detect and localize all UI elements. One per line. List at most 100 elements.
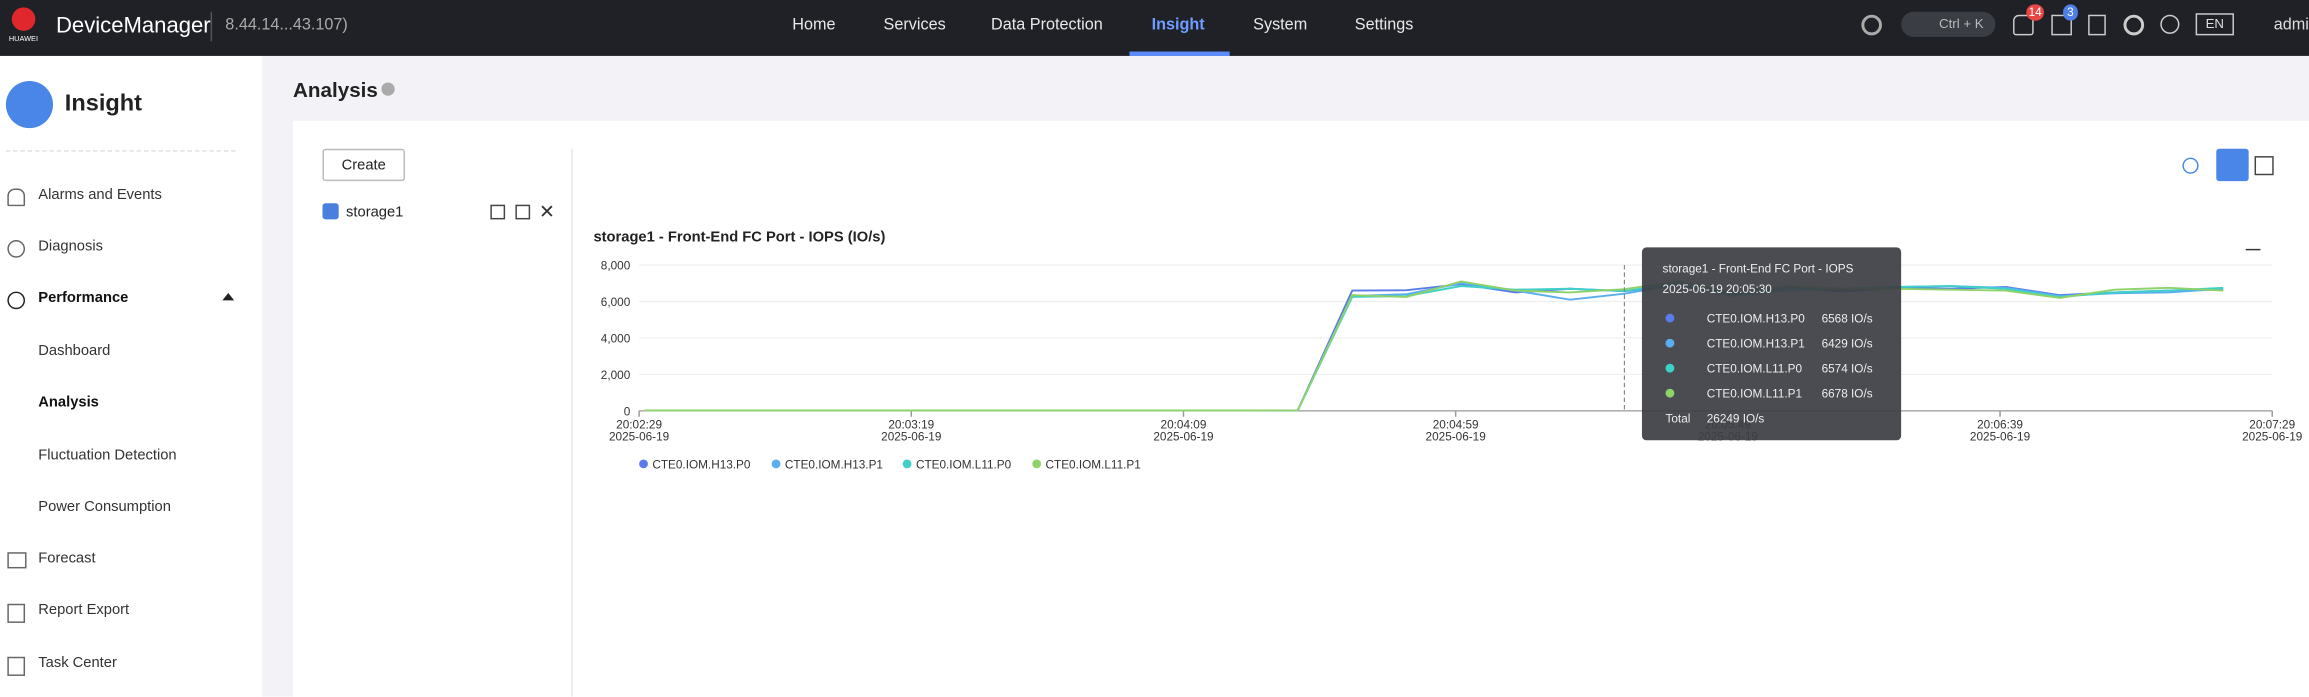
- menu-item[interactable]: Alarms and Events: [38, 187, 162, 204]
- series-line: [644, 282, 2224, 412]
- menu-item[interactable]: Performance: [38, 290, 129, 307]
- close-icon[interactable]: ✕: [538, 200, 556, 223]
- y-tick-label: 8,000: [601, 259, 631, 272]
- download-icon[interactable]: [2245, 237, 2261, 251]
- search[interactable]: Ctrl + K: [1901, 11, 1996, 37]
- legend-label: CTE0.IOM.L11.P1: [1046, 458, 1141, 471]
- nav-item[interactable]: System: [1253, 16, 1308, 34]
- divider: [210, 11, 213, 42]
- add-icon[interactable]: [2160, 14, 2180, 34]
- tooltip-name: CTE0.IOM.H13.P1: [1707, 338, 1805, 351]
- menu-item[interactable]: Task Center: [38, 655, 117, 672]
- tooltip: [1641, 247, 1902, 441]
- tooltip-value: 6678 IO/s: [1822, 388, 1873, 401]
- list-view[interactable]: [2216, 148, 2249, 182]
- sidebar-title: Insight: [64, 91, 143, 117]
- icon: [7, 603, 26, 623]
- tooltip-total: Total: [1666, 413, 1691, 426]
- tooltip-value: 6568 IO/s: [1822, 312, 1873, 325]
- menu-item[interactable]: Fluctuation Detection: [38, 447, 177, 464]
- x-tick-label: 20:04:59: [1433, 419, 1479, 432]
- page-title: Analysis: [293, 78, 378, 102]
- badge: 3: [2063, 4, 2078, 21]
- create-button[interactable]: Create: [322, 148, 405, 182]
- lang[interactable]: EN: [2195, 13, 2234, 36]
- nav-item[interactable]: Home: [792, 16, 836, 34]
- icon: [7, 291, 26, 310]
- nav-item[interactable]: Data Protection: [991, 16, 1103, 34]
- help-icon[interactable]: [381, 82, 395, 96]
- x-tick-label: 20:02:29: [616, 419, 662, 432]
- history-icon[interactable]: [2182, 157, 2199, 174]
- tooltip-total-value: 26249 IO/s: [1707, 413, 1765, 426]
- nav-item[interactable]: Insight: [1151, 16, 1205, 34]
- sidebar: Insight Alarms and Events Diagnosis Perf…: [0, 55, 263, 697]
- tooltip-name: CTE0.IOM.H13.P0: [1707, 312, 1806, 325]
- nav-underline: [1129, 51, 1230, 56]
- app-name: DeviceManager: [55, 13, 211, 39]
- tooltip-value: 6574 IO/s: [1822, 363, 1873, 376]
- user[interactable]: admi: [2273, 16, 2309, 34]
- legend-label: CTE0.IOM.H13.P1: [785, 458, 883, 471]
- x-tick-label: 20:04:09: [1161, 419, 1207, 432]
- x-tick-label: 20:06:39: [1977, 419, 2023, 432]
- theme-icon[interactable]: [1861, 14, 1882, 36]
- badge: 14: [2026, 4, 2044, 21]
- y-tick-label: 0: [624, 405, 631, 418]
- y-tick-label: 4,000: [601, 332, 631, 345]
- ip: 8.44.14...43.107): [225, 16, 348, 34]
- nav-item[interactable]: Settings: [1354, 16, 1414, 34]
- series-line: [644, 282, 2224, 412]
- legend-dot: [902, 459, 912, 469]
- x-tick-label: 20:07:29: [2249, 419, 2295, 432]
- series-line: [644, 283, 2224, 412]
- insight-icon: [5, 80, 54, 129]
- collapse-arrow[interactable]: [222, 293, 235, 301]
- icon: [7, 552, 27, 569]
- tooltip-value: 6429 IO/s: [1822, 338, 1873, 351]
- legend-dot: [771, 459, 781, 469]
- edit-icon[interactable]: [490, 204, 506, 220]
- y-tick-label: 2,000: [601, 369, 631, 382]
- menu-item[interactable]: Analysis: [38, 394, 99, 411]
- task-icon[interactable]: [2088, 14, 2106, 36]
- top-bar: HUAWEI DeviceManager 8.44.14...43.107) H…: [0, 0, 2309, 56]
- menu-item[interactable]: Diagnosis: [38, 238, 103, 255]
- menu-item[interactable]: Forecast: [38, 550, 96, 567]
- divider: [5, 150, 236, 152]
- legend-dot: [639, 459, 648, 469]
- divider: [571, 148, 573, 697]
- icon: [7, 240, 26, 258]
- tooltip-name: CTE0.IOM.L11.P1: [1707, 388, 1802, 401]
- tooltip-time: 2025-06-19 20:05:30: [1663, 283, 1773, 296]
- x-tick-label: 2025-06-19: [2242, 430, 2302, 443]
- logo-icon: [11, 7, 36, 31]
- menu-item[interactable]: Dashboard: [38, 343, 111, 360]
- menu-item[interactable]: Report Export: [38, 602, 130, 619]
- icon: [7, 188, 26, 207]
- x-tick-label: 2025-06-19: [609, 430, 669, 443]
- logo-text: HUAWEI: [8, 35, 39, 45]
- tooltip-dot: [1665, 388, 1675, 398]
- tooltip-dot: [1665, 363, 1675, 373]
- x-tick-label: 2025-06-19: [1153, 430, 1213, 443]
- grid-view[interactable]: [2254, 156, 2274, 176]
- menu-item[interactable]: Power Consumption: [38, 499, 171, 516]
- settings-icon[interactable]: [2123, 14, 2145, 36]
- bell-icon[interactable]: [2013, 14, 2034, 36]
- checkbox[interactable]: [322, 203, 339, 220]
- legend-label: CTE0.IOM.L11.P0: [916, 458, 1012, 471]
- x-tick-label: 2025-06-19: [1426, 430, 1486, 443]
- series-line: [644, 280, 2224, 412]
- tooltip-dot: [1665, 313, 1675, 323]
- chart-icon[interactable]: [2051, 14, 2072, 36]
- copy-icon[interactable]: [515, 204, 531, 220]
- item-name[interactable]: storage1: [346, 204, 404, 221]
- tooltip-title: storage1 - Front-End FC Port - IOPS: [1663, 262, 1854, 275]
- icon: [7, 656, 26, 676]
- x-tick-label: 2025-06-19: [1970, 430, 2030, 443]
- nav-item[interactable]: Services: [883, 16, 946, 34]
